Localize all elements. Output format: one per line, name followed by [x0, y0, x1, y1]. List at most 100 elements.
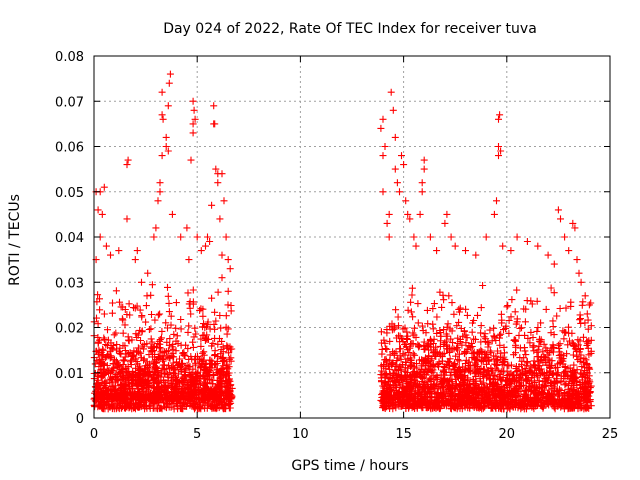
data-point [545, 371, 553, 379]
data-point [200, 351, 208, 359]
data-point [391, 378, 399, 386]
data-point [117, 399, 125, 407]
data-point [138, 312, 146, 320]
data-point [381, 356, 389, 364]
data-point [101, 388, 109, 396]
data-point [505, 391, 513, 399]
data-point [440, 326, 448, 334]
data-point [150, 233, 158, 241]
data-point [224, 287, 232, 295]
data-point [441, 364, 449, 371]
data-point [137, 337, 144, 344]
data-point [496, 111, 504, 119]
data-point [176, 355, 183, 363]
data-point [585, 337, 593, 345]
data-point [449, 339, 457, 347]
data-point [460, 328, 468, 335]
data-point [154, 197, 162, 205]
data-point [218, 170, 226, 178]
data-point [477, 329, 485, 337]
data-point [496, 384, 504, 392]
data-point [156, 310, 164, 318]
data-point [202, 379, 209, 387]
data-point [554, 206, 562, 214]
data-point [403, 396, 411, 404]
data-point [503, 361, 511, 369]
data-point [449, 362, 457, 370]
data-point [383, 385, 391, 393]
data-point [147, 335, 155, 343]
data-point [405, 349, 413, 356]
data-point [143, 358, 151, 366]
data-point [206, 376, 214, 384]
data-point [109, 360, 117, 368]
data-point [183, 361, 191, 369]
data-point [455, 357, 463, 365]
data-point [112, 370, 120, 378]
data-point [94, 320, 102, 328]
data-point [136, 380, 144, 388]
data-point [586, 396, 594, 404]
data-point [190, 106, 198, 114]
data-point [401, 364, 409, 372]
data-point [511, 308, 519, 316]
data-point [94, 403, 102, 411]
data-point [542, 305, 550, 313]
data-point [435, 358, 443, 366]
data-point [138, 278, 145, 286]
data-point [526, 339, 534, 347]
data-point [398, 152, 405, 160]
data-point [515, 392, 523, 400]
data-point [185, 256, 193, 264]
data-point [497, 330, 505, 338]
data-point [404, 355, 412, 363]
data-point [576, 316, 584, 324]
data-point [121, 347, 129, 354]
data-point [184, 345, 192, 353]
data-point [403, 335, 410, 343]
data-point [108, 367, 116, 375]
data-point [498, 319, 506, 327]
data-point [208, 364, 216, 372]
data-point [378, 394, 386, 401]
data-point [553, 312, 561, 320]
data-point [441, 219, 449, 227]
data-point [534, 242, 542, 250]
data-point [486, 380, 493, 388]
data-point [535, 337, 543, 345]
data-point [97, 359, 105, 367]
data-point [225, 355, 233, 363]
data-point [168, 343, 176, 351]
data-point [567, 298, 575, 306]
data-point [177, 233, 185, 241]
data-point [147, 325, 155, 333]
data-point [161, 379, 169, 387]
data-point [581, 380, 589, 388]
data-point [96, 358, 104, 366]
data-point [186, 304, 194, 312]
data-point [565, 398, 573, 406]
data-point [430, 300, 438, 308]
data-point [393, 390, 401, 398]
data-point [476, 377, 484, 385]
data-point [108, 383, 116, 391]
data-point [94, 291, 102, 299]
data-point [193, 233, 201, 241]
data-point [138, 327, 146, 335]
data-point [191, 405, 198, 413]
data-point [104, 326, 111, 334]
data-point [133, 334, 141, 341]
data-point [464, 394, 471, 401]
data-point [404, 306, 412, 314]
data-point [208, 357, 216, 365]
data-point [119, 329, 127, 337]
data-point [533, 297, 541, 305]
data-point [218, 337, 226, 345]
y-tick-label: 0 [76, 412, 84, 427]
data-point [429, 305, 437, 313]
data-point [98, 394, 106, 402]
data-point [200, 320, 207, 328]
data-point [497, 368, 505, 376]
data-point [187, 156, 195, 164]
data-point [504, 302, 512, 309]
